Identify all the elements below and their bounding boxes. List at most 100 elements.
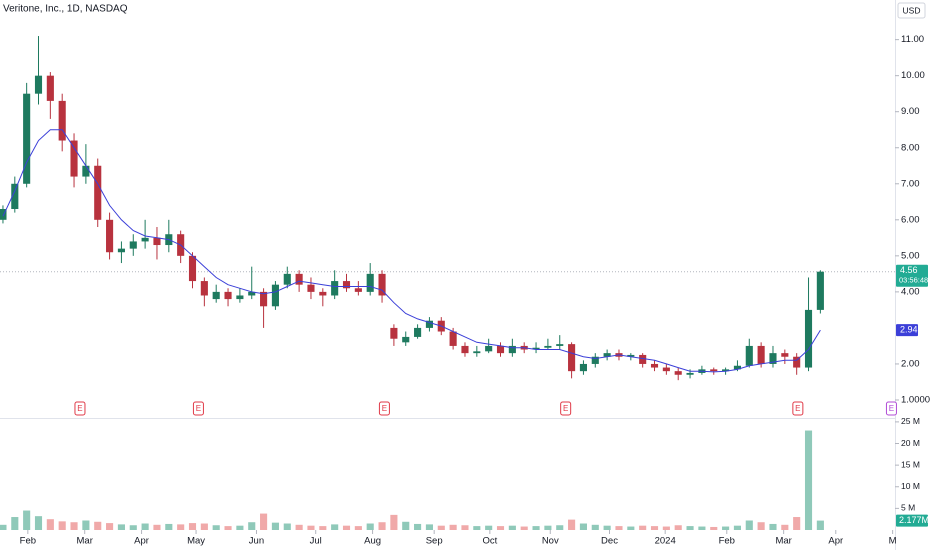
- candle-body: [283, 273, 291, 285]
- currency[interactable]: USD: [903, 5, 921, 15]
- event-label[interactable]: E: [795, 404, 800, 413]
- volume-bar: [745, 520, 753, 530]
- volume-bar: [449, 524, 457, 530]
- event-label[interactable]: E: [196, 404, 201, 413]
- volume-bar: [686, 526, 694, 530]
- candle-body: [34, 75, 43, 94]
- last-price-label: 4.56: [900, 265, 918, 275]
- candle-body: [94, 165, 102, 220]
- candle-body: [319, 291, 327, 296]
- candle-body: [650, 363, 659, 368]
- volume-bar: [46, 519, 54, 530]
- volume-bar: [11, 517, 19, 530]
- volume-bar: [425, 524, 433, 530]
- candle-body: [579, 363, 587, 372]
- volume-bar: [591, 524, 599, 530]
- volume-tick-label: 5 M: [901, 503, 915, 513]
- volume-bar: [307, 525, 315, 530]
- volume-bar: [710, 526, 718, 530]
- volume-bar: [378, 522, 386, 530]
- currency-box[interactable]: [897, 2, 926, 19]
- candle-body: [591, 356, 599, 364]
- volume-bar: [390, 514, 398, 530]
- event-marker[interactable]: [560, 401, 572, 416]
- event-marker[interactable]: [792, 401, 804, 416]
- candle-body: [793, 356, 801, 368]
- volume-bar: [106, 523, 114, 530]
- candle-body: [295, 273, 303, 285]
- event-label[interactable]: E: [382, 404, 387, 413]
- volume-bar: [508, 525, 516, 530]
- volume-tick-label: 15 M: [901, 459, 920, 469]
- candle-body: [70, 140, 78, 177]
- event-marker[interactable]: [885, 401, 897, 416]
- countdown: 03:56:48: [899, 276, 928, 285]
- candle-body: [378, 273, 386, 296]
- candle-body: [366, 273, 374, 292]
- volume-bar: [639, 525, 647, 530]
- volume-bar: [141, 523, 149, 530]
- event-label[interactable]: E: [563, 404, 568, 413]
- candle-body: [402, 336, 410, 343]
- candle-body: [556, 344, 564, 346]
- volume-bar: [496, 526, 505, 530]
- volume-bar: [402, 521, 410, 530]
- candle-body: [212, 291, 220, 300]
- x-tick-label: Oct: [482, 536, 497, 547]
- last-price-box: [896, 264, 928, 287]
- y-tick-label: 7.00: [901, 178, 920, 189]
- x-tick-label: Aug: [364, 536, 381, 547]
- y-tick-label: 9.00: [901, 106, 920, 117]
- candle-body: [686, 372, 694, 375]
- candle-body: [46, 75, 54, 101]
- x-tick-label: Nov: [542, 536, 559, 547]
- volume-bar: [342, 525, 351, 530]
- event-label[interactable]: E: [77, 404, 82, 413]
- candle-body: [639, 354, 647, 364]
- volume-value-box: [896, 514, 928, 527]
- volume-bar: [674, 525, 682, 530]
- volume-bar: [556, 525, 564, 530]
- event-label[interactable]: E: [889, 404, 894, 413]
- event-marker[interactable]: [192, 401, 204, 416]
- candle-body: [769, 353, 777, 364]
- volume-bar: [757, 522, 765, 530]
- volume-tick-label: 25 M: [901, 416, 920, 426]
- volume-bar: [295, 524, 303, 530]
- candle-body: [745, 345, 753, 366]
- volume-bar: [117, 524, 125, 530]
- x-tick-label: 2024: [655, 536, 676, 547]
- candle-body: [200, 281, 208, 296]
- candle-body: [662, 367, 670, 372]
- candle-body: [757, 345, 765, 364]
- candle-body: [425, 320, 433, 328]
- volume-bar: [485, 525, 493, 530]
- candle-body: [106, 219, 114, 253]
- x-tick-label: Jul: [310, 536, 322, 547]
- x-tick-label: Dec: [601, 536, 618, 547]
- volume-bar: [366, 523, 374, 530]
- volume-bar: [271, 522, 279, 530]
- volume-bar: [283, 523, 291, 530]
- x-tick-label: Feb: [719, 536, 735, 547]
- candle-body: [224, 291, 232, 300]
- x-tick-label: Apr: [134, 536, 149, 547]
- volume-bar: [319, 526, 327, 530]
- volume-bar: [532, 526, 540, 530]
- candle-body: [568, 344, 576, 372]
- candle-body: [11, 183, 19, 209]
- candle-body: [342, 281, 351, 289]
- event-marker[interactable]: [378, 401, 390, 416]
- volume-bar: [615, 526, 623, 530]
- volume-bar: [0, 524, 7, 530]
- candle-body: [710, 369, 718, 372]
- candle-body: [722, 369, 730, 372]
- x-tick-label: Mar: [77, 536, 93, 547]
- candle-body: [544, 345, 552, 348]
- candle-body: [82, 165, 90, 177]
- event-marker[interactable]: [74, 401, 86, 416]
- y-tick-label: 8.00: [901, 142, 920, 153]
- volume-bar: [627, 526, 635, 530]
